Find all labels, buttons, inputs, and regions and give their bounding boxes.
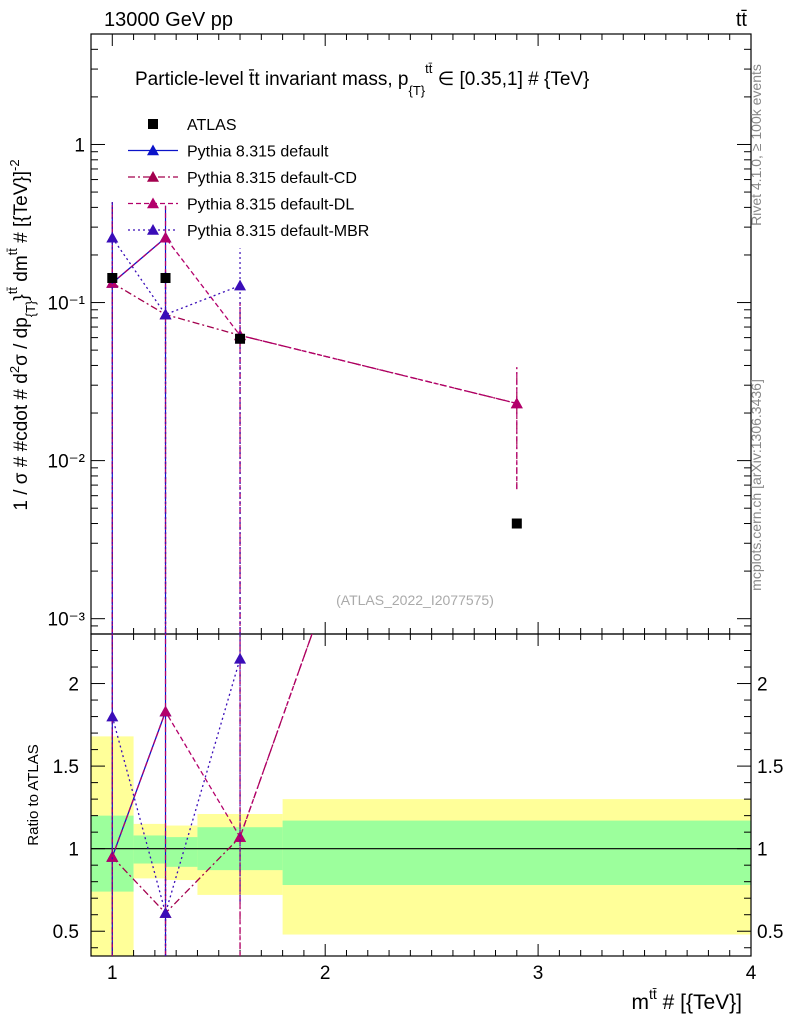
ratio-marker-dl: [106, 850, 119, 862]
analysis-watermark: (ATLAS_2022_I2077575): [336, 592, 494, 608]
energy-label: 13000 GeV pp: [104, 9, 233, 31]
ratio-marker-cd: [511, 50, 523, 61]
ratio-y-axis-label: Ratio to ATLAS: [25, 744, 42, 845]
legend-label-dl: Pythia 8.315 default-DL: [187, 197, 354, 214]
marker-atlas: [160, 272, 171, 283]
legend: ATLAS Pythia 8.315 default Pythia 8.315 de…: [128, 117, 369, 240]
legend-label-mbr: Pythia 8.315 default-MBR: [187, 223, 369, 240]
ratio-y-tick-label-right: 1: [757, 840, 768, 861]
ratio-plot-frame: [90, 633, 752, 957]
plot-title: Particle-level t̄t invariant mass, p{T}t…: [135, 61, 589, 98]
ratio-band-inner: [133, 835, 166, 864]
series-line-cd: [111, 282, 517, 405]
x-tick-label: 3: [533, 963, 544, 984]
legend-entry-atlas: ATLAS: [148, 117, 237, 134]
marker-dl: [510, 397, 523, 409]
y-tick-label: 10⁻¹: [48, 294, 86, 315]
marker-mbr: [106, 231, 119, 243]
ratio-y-tick-label-right: 0.5: [757, 922, 783, 943]
series-line-mbr: [111, 237, 241, 316]
marker-atlas: [511, 518, 522, 529]
x-tick-label: 4: [746, 963, 757, 984]
marker-atlas: [235, 333, 246, 344]
ratio-line-dl: [111, 634, 313, 858]
marker-dl: [159, 231, 172, 243]
rivet-version-label: Rivet 4.1.0, ≥ 100k events: [748, 64, 764, 226]
series-cd: [106, 202, 523, 634]
ratio-y-tick-label: 1.5: [53, 757, 79, 778]
ratio-uncertainty-bands: [91, 736, 751, 956]
ratio-y-tick-label-right: 1.5: [757, 757, 783, 778]
legend-marker-default: [147, 144, 159, 156]
legend-entry-default: Pythia 8.315 default: [128, 144, 329, 161]
legend-entry-cd: Pythia 8.315 default-CD: [128, 170, 357, 187]
legend-entry-dl: Pythia 8.315 default-DL: [128, 197, 354, 214]
ratio-plot-series: [106, 50, 523, 956]
ratio-marker-dl: [511, 50, 523, 61]
ratio-y-tick-label: 2: [68, 675, 79, 696]
legend-marker-atlas: [148, 119, 158, 129]
y-tick-label: 10⁻³: [48, 610, 86, 631]
ratio-line-cd: [111, 634, 313, 915]
x-tick-label: 1: [107, 963, 118, 984]
mcplots-reference-label: mcplots.cern.ch [arXiv:1306.3436]: [748, 379, 764, 591]
ratio-y-tick-label-right: 2: [757, 675, 768, 696]
ratio-marker-mbr: [159, 907, 172, 918]
legend-label-cd: Pythia 8.315 default-CD: [187, 170, 357, 187]
ratio-marker-mbr: [106, 710, 119, 722]
series-default: [106, 202, 172, 634]
ratio-series-mbr: [106, 634, 247, 956]
marker-atlas: [107, 272, 118, 283]
ratio-marker-mbr: [234, 652, 247, 664]
legend-marker-dl: [147, 197, 159, 209]
ratio-y-tick-label: 0.5: [53, 922, 79, 943]
legend-marker-cd: [147, 171, 159, 182]
legend-label-default: Pythia 8.315 default: [187, 144, 329, 161]
series-line-dl: [111, 236, 517, 405]
y-tick-label: 10⁻²: [48, 452, 86, 473]
marker-mbr: [159, 308, 172, 320]
ratio-line-mbr: [111, 658, 241, 916]
series-mbr: [106, 200, 247, 634]
process-label: tt̄: [736, 9, 748, 31]
y-tick-label: 1: [74, 135, 85, 156]
legend-marker-mbr: [147, 224, 159, 235]
ratio-marker-dl: [159, 705, 172, 717]
ratio-band-inner: [282, 820, 751, 885]
main-plot-series: [106, 200, 523, 634]
series-dl: [106, 202, 523, 634]
axis-ticks: 1 2 3 4 10⁻³ 10⁻² 10⁻¹ 1 0.5 0.5 1 1 1.5 1.5 2 2: [48, 33, 783, 984]
legend-entry-mbr: Pythia 8.315 default-MBR: [128, 223, 369, 240]
ratio-y-tick-label: 1: [68, 840, 79, 861]
x-axis-label: mtt̄ # [{TeV}]: [631, 986, 742, 1014]
series-atlas: [107, 272, 522, 529]
marker-mbr: [234, 279, 247, 291]
ratio-band-inner: [165, 837, 198, 867]
legend-label-atlas: ATLAS: [187, 117, 237, 134]
x-tick-label: 2: [320, 963, 331, 984]
main-y-axis-label: 1 / σ # #cdot # d2σ / dp{T}}tt̄ dmtt̄ # …: [5, 159, 38, 510]
